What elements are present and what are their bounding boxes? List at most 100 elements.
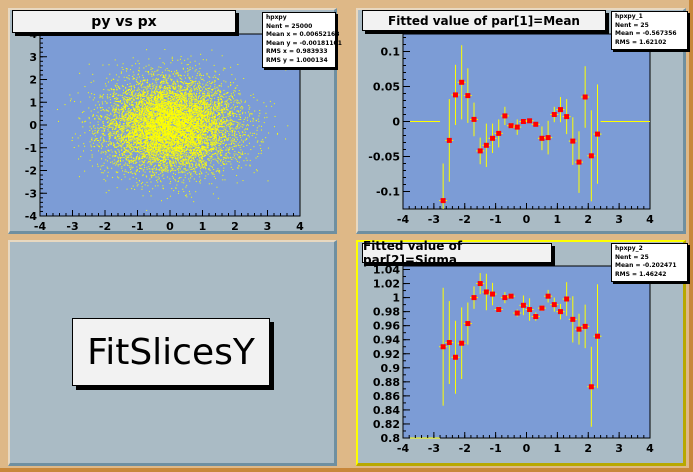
- scatter-point: [169, 160, 171, 162]
- scatter-point: [206, 105, 208, 107]
- scatter-point: [172, 168, 174, 170]
- scatter-point: [152, 94, 154, 96]
- scatter-point: [151, 141, 153, 143]
- scatter-point: [198, 138, 200, 140]
- scatter-point: [218, 102, 220, 104]
- scatter-point: [126, 159, 128, 161]
- scatter-point: [137, 133, 139, 135]
- scatter-point: [150, 118, 152, 120]
- scatter-point: [176, 108, 178, 110]
- scatter-point: [139, 89, 141, 91]
- scatter-point: [134, 110, 136, 112]
- scatter-point: [160, 85, 162, 87]
- scatter-point: [192, 118, 194, 120]
- scatter-point: [216, 101, 218, 103]
- scatter-point: [123, 151, 125, 153]
- scatter-point: [208, 80, 210, 82]
- scatter-point: [203, 117, 205, 119]
- scatter-point: [149, 85, 151, 87]
- scatter-point: [110, 112, 112, 114]
- scatter-point: [141, 142, 143, 144]
- scatter-point: [175, 99, 177, 101]
- scatter-point: [162, 149, 164, 151]
- scatter-point: [140, 85, 142, 87]
- scatter-point: [136, 131, 138, 133]
- scatter-point: [93, 124, 95, 126]
- scatter-point: [219, 116, 221, 118]
- scatter-point: [156, 110, 158, 112]
- scatter-point: [163, 169, 165, 171]
- scatter-point: [146, 137, 148, 139]
- scatter-point: [182, 113, 184, 115]
- scatter-point: [218, 145, 220, 147]
- scatter-point: [191, 196, 193, 198]
- scatter-point: [100, 136, 102, 138]
- scatter-point: [127, 139, 129, 141]
- scatter-point: [240, 156, 242, 158]
- scatter-point: [190, 105, 192, 107]
- scatter-point: [120, 140, 122, 142]
- scatter-point: [128, 122, 130, 124]
- scatter-point: [209, 130, 211, 132]
- scatter-point: [204, 149, 206, 151]
- scatter-point: [135, 63, 137, 65]
- scatter-point: [169, 129, 171, 131]
- scatter-point: [113, 90, 115, 92]
- scatter-point: [132, 116, 134, 118]
- scatter-point: [128, 119, 130, 121]
- scatter-point: [143, 89, 145, 91]
- scatter-point: [148, 73, 150, 75]
- scatter-point: [106, 146, 108, 148]
- scatter-point: [172, 120, 174, 122]
- scatter-point: [191, 82, 193, 84]
- scatter-point: [138, 146, 140, 148]
- scatter-point: [163, 138, 165, 140]
- scatter-point: [161, 135, 163, 137]
- scatter-point: [167, 115, 169, 117]
- scatter-point: [205, 96, 207, 98]
- scatter-point: [162, 81, 164, 83]
- scatter-point: [150, 91, 152, 93]
- scatter-point: [179, 107, 181, 109]
- scatter-point: [204, 128, 206, 130]
- scatter-point: [186, 113, 188, 115]
- scatter-point: [237, 127, 239, 129]
- scatter-point: [193, 112, 195, 114]
- scatter-point: [166, 137, 168, 139]
- scatter-point: [156, 152, 158, 154]
- scatter-point: [178, 112, 180, 114]
- scatter-point: [139, 116, 141, 118]
- scatter-point: [188, 99, 190, 101]
- scatter-point: [133, 172, 135, 174]
- scatter-point: [203, 107, 205, 109]
- scatter-point: [157, 147, 159, 149]
- scatter-point: [165, 121, 167, 123]
- scatter-point: [126, 76, 128, 78]
- scatter-point: [199, 182, 201, 184]
- scatter-point: [217, 197, 219, 199]
- scatter-point: [228, 134, 230, 136]
- scatter-point: [142, 154, 144, 156]
- scatter-point: [157, 176, 159, 178]
- scatter-point: [181, 146, 183, 148]
- scatter-point: [210, 148, 212, 150]
- scatter-point: [163, 96, 165, 98]
- scatter-point: [198, 132, 200, 134]
- scatter-point: [177, 138, 179, 140]
- scatter-point: [141, 87, 143, 89]
- scatter-point: [172, 121, 174, 123]
- scatter-point: [231, 130, 233, 132]
- scatter-point: [212, 153, 214, 155]
- scatter-point: [204, 97, 206, 99]
- scatter-point: [214, 102, 216, 104]
- scatter-point: [128, 114, 130, 116]
- scatter-point: [220, 150, 222, 152]
- scatter-point: [115, 126, 117, 128]
- scatter-point: [176, 133, 178, 135]
- scatter-point: [133, 138, 135, 140]
- scatter-point: [175, 93, 177, 95]
- scatter-point: [140, 114, 142, 116]
- scatter-point: [187, 89, 189, 91]
- scatter-point: [149, 159, 151, 161]
- scatter-point: [136, 122, 138, 124]
